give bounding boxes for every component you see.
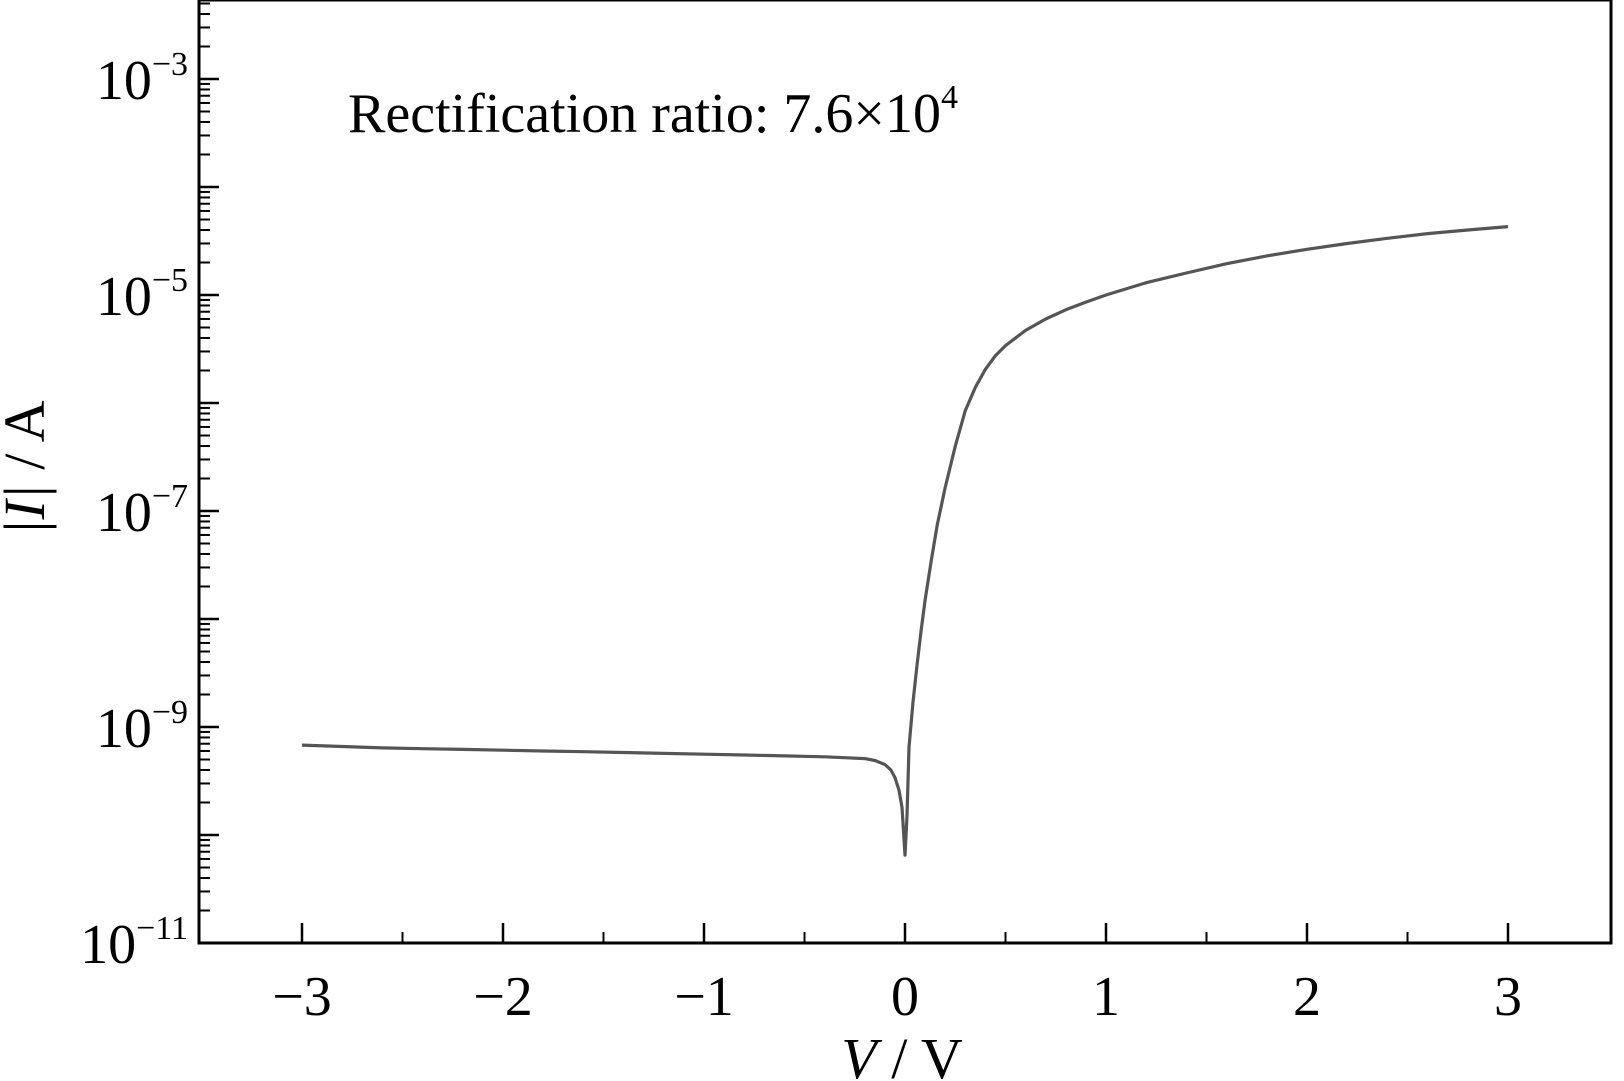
rectification-ratio-annotation: Rectification ratio: 7.6×104 <box>348 79 958 145</box>
x-tick-label: 2 <box>1293 966 1321 1028</box>
y-tick-label: 10−11 <box>80 910 188 976</box>
y-axis-ticks: 10−11 10−9 10−7 10−5 10−3 <box>80 46 188 976</box>
minor-ticks <box>199 2 1409 945</box>
y-tick-label: 10−7 <box>96 478 188 544</box>
y-axis-title: |I| / A <box>0 400 57 535</box>
y-tick-label: 10−3 <box>96 46 188 112</box>
current-voltage-curve <box>301 225 1509 857</box>
x-axis-title: V / V <box>841 1026 963 1081</box>
x-tick-label: 1 <box>1092 966 1120 1028</box>
x-tick-label: −3 <box>272 966 332 1028</box>
x-tick-label: 3 <box>1494 966 1522 1028</box>
x-tick-label: −2 <box>473 966 533 1028</box>
y-tick-label: 10−9 <box>96 694 188 760</box>
y-tick-label: 10−5 <box>96 262 188 328</box>
x-axis-ticks: −3 −2 −1 0 1 2 3 <box>272 923 1522 1028</box>
x-tick-label: 0 <box>891 966 919 1028</box>
x-tick-label: −1 <box>674 966 734 1028</box>
